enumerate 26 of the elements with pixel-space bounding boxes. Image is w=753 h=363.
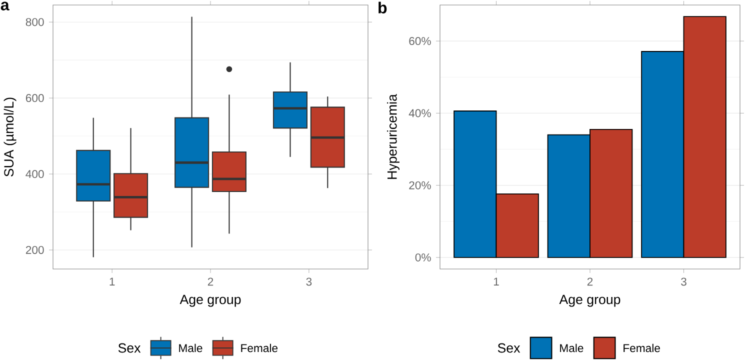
y-tick-label: 400: [26, 170, 44, 178]
y-tick-label: 800: [26, 18, 44, 26]
x-tick-label: 2: [587, 278, 593, 286]
y-tick-label: 0%: [415, 253, 431, 262]
x-tick-label: 3: [681, 278, 686, 286]
legend-label: Male: [179, 344, 202, 352]
y-axis-title: Hyperuricemia: [387, 94, 400, 179]
legend-label: Male: [560, 344, 584, 352]
x-axis-title: Age group: [180, 294, 241, 307]
legend-label: Female: [624, 344, 660, 352]
x-tick-label: 2: [208, 278, 214, 286]
y-tick-label: 20%: [409, 181, 431, 190]
legend-label: Female: [241, 344, 278, 352]
x-tick-label: 3: [306, 278, 312, 286]
y-axis-title: SUA (µmol/L): [4, 98, 16, 177]
y-tick-label: 200: [26, 246, 44, 254]
chart-title: a: [0, 2, 10, 10]
x-axis-title: Age group: [559, 294, 620, 307]
y-tick-label: 40%: [408, 109, 431, 118]
x-tick-label: 1: [110, 278, 115, 286]
legend-title: Sex: [118, 343, 141, 353]
x-tick-label: 1: [494, 278, 499, 286]
y-tick-label: 600: [26, 94, 44, 102]
legend-title: Sex: [498, 343, 520, 353]
y-tick-label: 60%: [409, 37, 431, 46]
chart-title: b: [378, 2, 387, 14]
